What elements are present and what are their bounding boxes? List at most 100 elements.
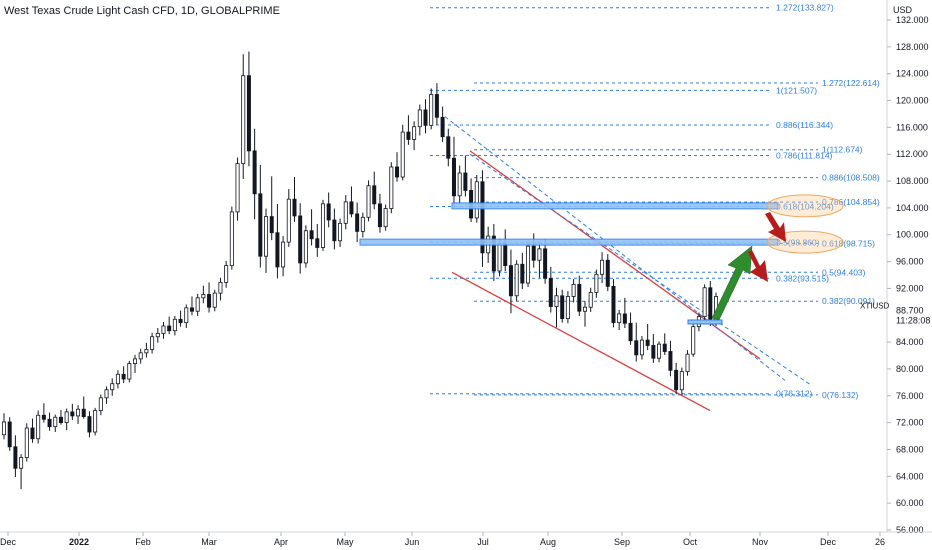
candle-body xyxy=(491,235,496,272)
fib2-level-label: 0.618(98.715) xyxy=(822,238,875,248)
candle-body xyxy=(406,131,411,140)
candle xyxy=(389,162,394,214)
candle xyxy=(531,233,536,268)
candle-body xyxy=(702,287,707,318)
candle xyxy=(87,411,92,438)
price-tick-label: 104.000 xyxy=(896,203,929,213)
candle xyxy=(7,417,12,451)
candle-body xyxy=(685,353,690,373)
candle-body xyxy=(269,216,274,234)
candle xyxy=(150,332,155,354)
candle-body xyxy=(332,219,337,242)
candle xyxy=(53,414,58,433)
candle xyxy=(121,366,126,384)
candle-body xyxy=(497,243,502,272)
candle xyxy=(571,279,576,303)
fib1-level-label: 0.786(111.814) xyxy=(776,150,833,160)
candle xyxy=(64,408,69,431)
candle-body xyxy=(577,283,582,312)
candle-body xyxy=(440,116,445,138)
candle-body xyxy=(258,193,263,257)
candle xyxy=(412,121,417,151)
candle xyxy=(264,208,269,273)
candle-body xyxy=(503,243,508,267)
candle-body xyxy=(19,457,24,469)
candle xyxy=(201,285,206,304)
candle xyxy=(440,106,445,143)
candle-body xyxy=(53,416,58,428)
price-tick-label: 116.000 xyxy=(896,122,928,132)
candle xyxy=(349,186,354,218)
candle-body xyxy=(634,340,639,356)
candle-body xyxy=(605,259,610,287)
candle xyxy=(167,316,172,335)
candle xyxy=(172,315,177,336)
time-tick-label: 26 xyxy=(875,537,885,547)
candle-body xyxy=(224,265,229,283)
candle xyxy=(2,413,7,440)
candle-body xyxy=(36,414,41,440)
time-tick-label: Jul xyxy=(477,537,489,547)
candle xyxy=(212,289,217,312)
candle-body xyxy=(343,201,348,224)
candle-body xyxy=(560,295,565,320)
candle-body xyxy=(121,373,126,380)
price-tick-label: 132.000 xyxy=(896,15,929,25)
candle-body xyxy=(2,421,7,436)
candle-body xyxy=(377,203,382,228)
candle xyxy=(657,341,662,363)
candle-body xyxy=(548,277,553,307)
candle-body xyxy=(628,322,633,342)
candle xyxy=(600,252,605,284)
candle-body xyxy=(320,203,325,248)
candle xyxy=(417,104,422,136)
candle xyxy=(115,370,120,389)
candle-body xyxy=(622,313,627,324)
candle xyxy=(133,354,138,373)
candle-body xyxy=(98,397,103,411)
candle xyxy=(275,203,280,279)
candle xyxy=(252,128,257,220)
candle-body xyxy=(446,136,451,159)
candle xyxy=(195,293,200,316)
fib1-level-label: 1(121.507) xyxy=(776,85,817,95)
candle xyxy=(383,204,388,231)
price-tick-label: 112.000 xyxy=(896,149,928,159)
candle-body xyxy=(184,307,189,324)
candle-body xyxy=(235,163,240,213)
candle xyxy=(480,170,485,267)
candle-body xyxy=(281,241,286,268)
candle xyxy=(269,176,274,241)
candle xyxy=(104,386,109,404)
candle-body xyxy=(423,109,428,126)
time-tick-label: Dec xyxy=(0,537,16,547)
price-tick-label: 76.000 xyxy=(896,391,924,401)
price-tick-label: 120.000 xyxy=(896,96,929,106)
candle xyxy=(13,435,18,477)
candle xyxy=(406,115,411,145)
candle xyxy=(508,249,513,314)
candle xyxy=(446,128,451,167)
candle xyxy=(161,321,166,339)
time-tick-label: 2022 xyxy=(69,537,89,547)
time-axis[interactable]: Dec 2022 Feb Mar Apr May Jun Jul Aug Sep Oct Nov Dec… xyxy=(0,531,932,547)
fibonacci-levels: 1.272(133.827) 1(121.507) 0.886(116.344) 0.… xyxy=(430,3,880,400)
candle xyxy=(184,304,189,329)
candle-body xyxy=(366,185,371,218)
candle-body xyxy=(657,343,662,359)
target-highlight xyxy=(766,230,844,254)
candle xyxy=(691,322,696,357)
candle-body xyxy=(668,351,673,371)
time-tick-label: Mar xyxy=(201,537,217,547)
candle-body xyxy=(201,294,206,299)
candle xyxy=(526,240,531,288)
price-tick-label: 100.000 xyxy=(896,230,929,240)
candle-body xyxy=(543,248,548,279)
support-marker xyxy=(687,319,723,325)
candle xyxy=(434,83,439,125)
time-tick-label: Feb xyxy=(135,537,151,547)
candle-body xyxy=(212,292,217,308)
candle xyxy=(634,322,639,362)
fib2-level-label: 0.886(108.508) xyxy=(822,173,880,183)
